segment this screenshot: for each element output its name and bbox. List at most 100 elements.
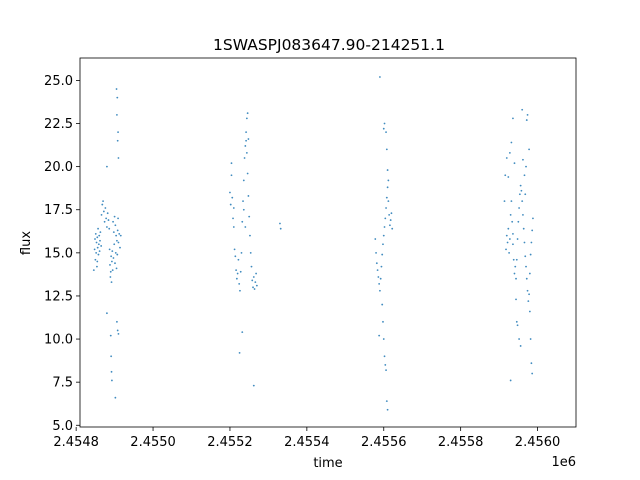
- y-axis-label: flux: [19, 231, 34, 255]
- data-point: [105, 217, 108, 220]
- data-point: [515, 277, 517, 280]
- data-point: [252, 384, 255, 387]
- data-point: [109, 334, 112, 337]
- data-point: [98, 250, 101, 253]
- x-axis: 2.4548 2.4550 2.4552 2.4554 2.4556 2.4558 2.45…: [53, 427, 560, 450]
- data-point: [390, 212, 393, 215]
- data-point: [382, 127, 385, 130]
- data-point: [513, 162, 516, 165]
- data-point: [245, 151, 248, 154]
- data-point: [505, 234, 508, 237]
- data-point: [509, 214, 512, 216]
- data-point: [111, 250, 114, 253]
- data-point: [515, 258, 518, 261]
- data-point: [528, 272, 531, 275]
- data-point: [509, 379, 512, 382]
- data-point: [523, 241, 526, 244]
- data-point: [112, 257, 115, 259]
- x-tick-label: 2.4552: [207, 435, 253, 450]
- data-point: [110, 355, 113, 358]
- data-point: [516, 324, 519, 327]
- x-tick-label: 2.4556: [361, 435, 407, 450]
- data-point: [379, 76, 381, 78]
- data-point: [95, 251, 98, 254]
- data-point: [113, 215, 116, 218]
- data-point: [385, 369, 387, 371]
- data-point: [387, 200, 390, 203]
- data-points: [92, 76, 534, 411]
- data-point: [522, 158, 524, 161]
- data-point: [248, 215, 251, 218]
- y-tick-label: 17.5: [44, 203, 73, 218]
- data-point: [385, 196, 388, 199]
- data-point: [519, 184, 522, 187]
- data-point: [512, 232, 514, 235]
- data-point: [529, 338, 532, 340]
- data-point: [247, 195, 250, 197]
- data-point: [98, 234, 101, 237]
- data-point: [96, 265, 98, 268]
- data-point: [245, 117, 248, 120]
- data-point: [516, 238, 519, 240]
- data-point: [244, 226, 247, 228]
- data-point: [233, 248, 236, 251]
- data-point: [531, 372, 534, 375]
- y-tick-label: 5.0: [52, 419, 73, 434]
- data-point: [255, 272, 257, 275]
- y-tick-label: 20.0: [44, 160, 73, 175]
- data-point: [108, 227, 111, 230]
- data-point: [523, 174, 526, 177]
- data-point: [119, 246, 121, 249]
- data-point: [117, 157, 120, 159]
- data-point: [378, 334, 381, 337]
- data-point: [382, 243, 384, 246]
- data-point: [92, 269, 95, 271]
- y-tick-label: 22.5: [44, 117, 73, 132]
- data-point: [377, 276, 380, 278]
- data-point: [521, 108, 524, 111]
- data-point: [380, 265, 383, 268]
- data-point: [529, 253, 532, 256]
- data-point: [116, 320, 118, 323]
- data-point: [382, 234, 385, 237]
- data-point: [385, 400, 388, 403]
- data-point: [389, 224, 391, 227]
- data-point: [119, 234, 122, 237]
- data-point: [505, 248, 507, 251]
- data-point: [109, 264, 111, 266]
- data-point: [383, 226, 386, 228]
- data-point: [109, 270, 112, 273]
- x-tick-label: 2.4550: [130, 435, 176, 450]
- data-point: [116, 96, 119, 99]
- data-point: [117, 131, 119, 134]
- data-point: [382, 338, 385, 340]
- data-point: [111, 269, 114, 271]
- data-point: [110, 370, 113, 373]
- data-point: [279, 222, 281, 225]
- data-point: [385, 148, 388, 151]
- data-point: [106, 226, 108, 228]
- data-point: [379, 277, 382, 280]
- data-point: [245, 131, 248, 134]
- data-point: [515, 298, 517, 301]
- data-point: [382, 320, 384, 323]
- x-tick-label: 2.4554: [284, 435, 330, 450]
- data-point: [384, 217, 387, 220]
- data-point: [506, 241, 509, 244]
- data-point: [251, 279, 254, 282]
- data-point: [508, 151, 511, 154]
- y-axis: 5.0 7.5 10.0 12.5 15.0 17.5 20.0 22.5 25.0: [44, 74, 80, 434]
- data-point: [510, 141, 513, 144]
- data-point: [234, 255, 237, 258]
- data-point: [232, 207, 235, 209]
- data-point: [114, 262, 116, 265]
- data-point: [108, 248, 111, 251]
- data-point: [518, 193, 521, 196]
- data-point: [252, 276, 255, 278]
- data-point: [230, 162, 233, 165]
- data-point: [97, 253, 100, 256]
- data-point: [97, 227, 99, 230]
- data-point: [514, 265, 517, 268]
- data-point: [381, 303, 384, 306]
